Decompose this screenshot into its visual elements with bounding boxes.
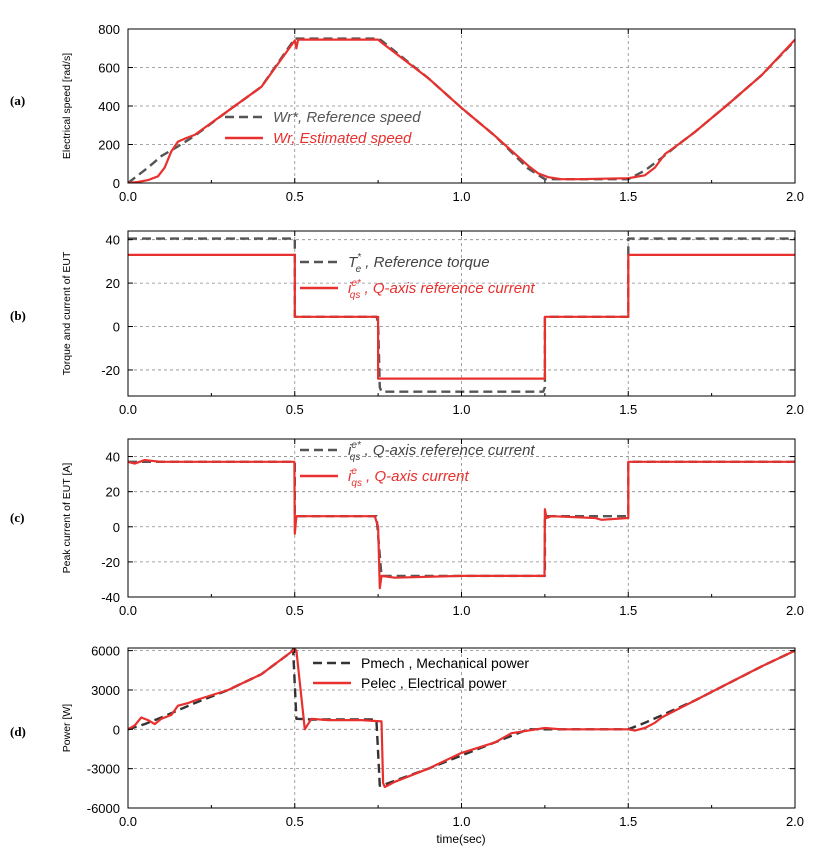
x-tick-label: 1.5 <box>619 814 637 829</box>
x-tick-label: 2.0 <box>786 189 804 204</box>
panel-label: (c) <box>10 510 24 525</box>
x-tick-label: 1.0 <box>452 814 470 829</box>
legend-entry: Wr, Estimated speed <box>273 130 412 147</box>
x-tick-label: 0.5 <box>286 402 304 417</box>
y-tick-label: 0 <box>113 722 120 737</box>
y-tick-label: 0 <box>113 176 120 191</box>
y-tick-label: 20 <box>106 485 120 500</box>
y-tick-label: 40 <box>106 233 120 248</box>
y-axis-label: Peak current of EUT [A] <box>61 463 73 574</box>
y-tick-label: 6000 <box>91 644 120 659</box>
y-axis-label: Electrical speed [rad/s] <box>61 53 73 159</box>
x-tick-label: 0.0 <box>119 814 137 829</box>
y-tick-label: -3000 <box>87 762 120 777</box>
x-tick-label: 1.5 <box>619 603 637 618</box>
y-tick-label: 3000 <box>91 683 120 698</box>
y-tick-label: 0 <box>113 320 120 335</box>
panel-label: (a) <box>10 93 25 108</box>
y-tick-label: 200 <box>98 138 120 153</box>
x-tick-label: 1.0 <box>452 189 470 204</box>
y-tick-label: 20 <box>106 276 120 291</box>
y-tick-label: 600 <box>98 61 120 76</box>
legend-entry: Pelec , Electrical power <box>361 675 507 691</box>
legend-entry: T* e , Reference torque <box>348 252 490 275</box>
legend-entry: Wr*, Reference speed <box>273 109 421 126</box>
series-line-measured <box>128 459 795 590</box>
x-tick-label: 1.5 <box>619 402 637 417</box>
y-tick-label: 800 <box>98 22 120 37</box>
x-axis-label: time(sec) <box>436 832 485 846</box>
panel-label: (d) <box>10 724 26 739</box>
legend-entry: ie qs , Q-axis current <box>348 466 469 489</box>
y-axis-label: Torque and current of EUT <box>61 251 73 375</box>
x-tick-label: 0.0 <box>119 402 137 417</box>
panel-c: 0.0 0.5 1.0 1.5 2.0 -40 -20 0 20 40 Peak current o… <box>10 438 804 618</box>
y-tick-label: -20 <box>101 363 120 378</box>
y-tick-label: -40 <box>101 590 120 605</box>
series-line-measured <box>128 648 795 789</box>
series-line-measured <box>128 38 795 183</box>
y-tick-label: 0 <box>113 520 120 535</box>
x-tick-label: 0.5 <box>286 189 304 204</box>
x-tick-label: 0.0 <box>119 603 137 618</box>
x-tick-label: 2.0 <box>786 603 804 618</box>
y-tick-label: -6000 <box>87 801 120 816</box>
x-tick-label: 1.0 <box>452 402 470 417</box>
panel-d: 0.0 0.5 1.0 1.5 2.0 -6000 -3000 0 3000 6000 Power … <box>10 644 804 829</box>
y-tick-label: 40 <box>106 450 120 465</box>
y-axis-label: Power [W] <box>61 704 73 753</box>
x-tick-label: 1.5 <box>619 189 637 204</box>
legend-entry: Pmech , Mechanical power <box>361 655 529 671</box>
x-tick-label: 2.0 <box>786 814 804 829</box>
legend-entry: ie* qs , Q-axis reference current <box>348 278 535 301</box>
panel-b: 0.0 0.5 1.0 1.5 2.0 -20 0 20 40 Torque and curren… <box>10 230 804 417</box>
x-tick-label: 0.5 <box>286 814 304 829</box>
x-tick-label: 1.0 <box>452 603 470 618</box>
x-tick-label: 2.0 <box>786 402 804 417</box>
panel-label: (b) <box>10 308 26 323</box>
panel-a: 0.0 0.5 1.0 1.5 2.0 0 200 400 600 800 Electrical s… <box>10 22 804 204</box>
y-tick-label: -20 <box>101 555 120 570</box>
series-line-reference <box>128 648 795 787</box>
x-tick-label: 0.0 <box>119 189 137 204</box>
series-line-measured <box>128 253 795 380</box>
y-tick-label: 400 <box>98 99 120 114</box>
x-tick-label: 0.5 <box>286 603 304 618</box>
legend-entry: ie* qs , Q-axis reference current <box>348 440 535 463</box>
